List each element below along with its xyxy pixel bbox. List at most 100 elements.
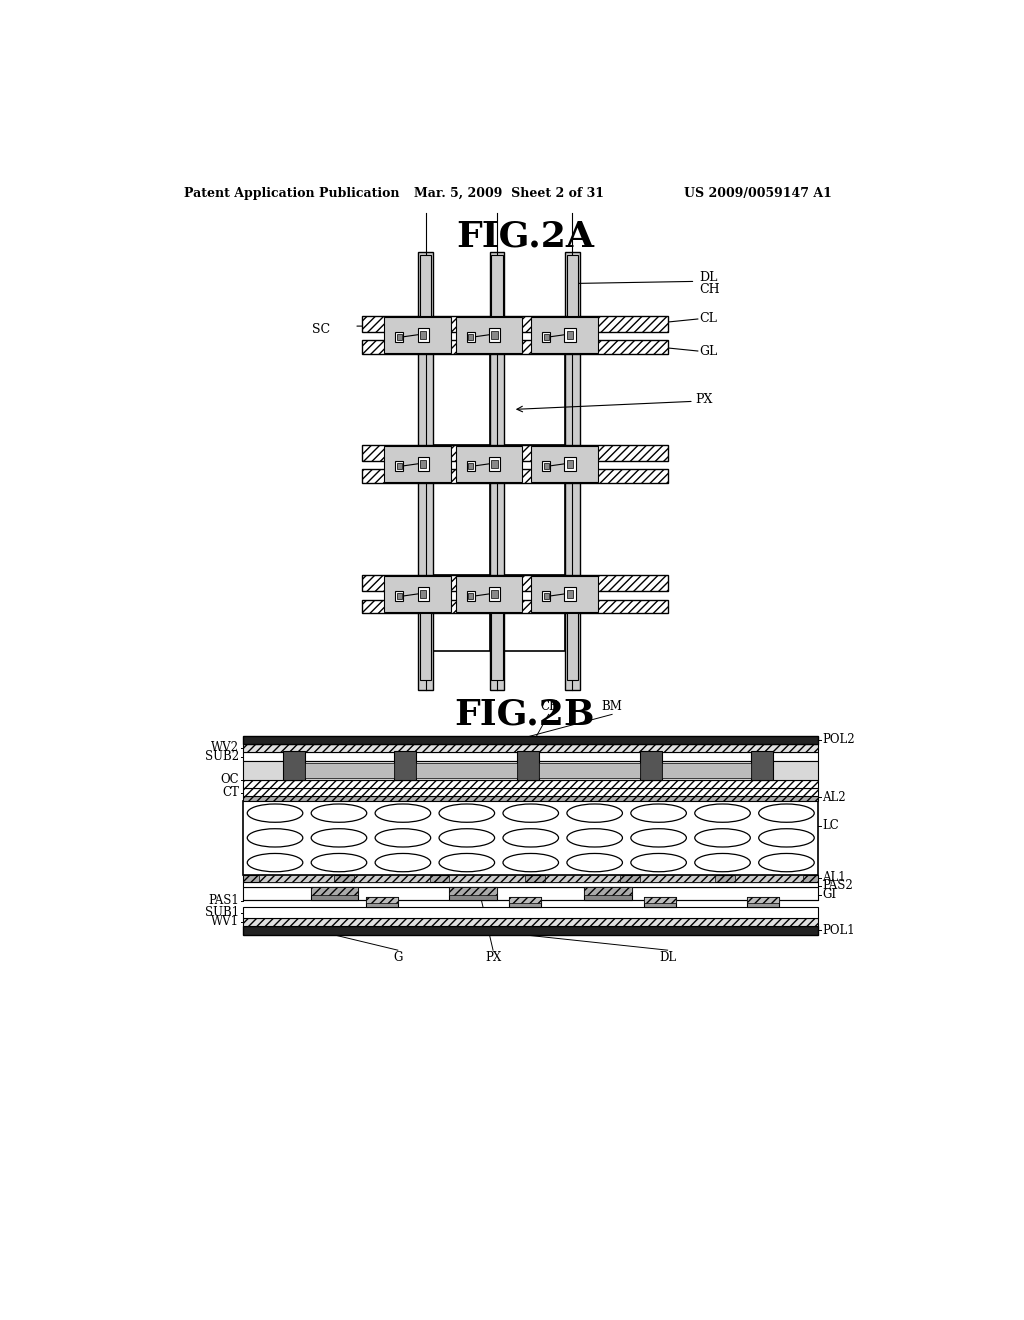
Bar: [243, 744, 818, 752]
Bar: [394, 751, 416, 780]
Text: Patent Application Publication: Patent Application Publication: [183, 187, 399, 199]
Bar: [467, 591, 475, 601]
Bar: [450, 875, 524, 882]
Bar: [543, 331, 550, 342]
Ellipse shape: [439, 854, 495, 871]
Bar: [243, 882, 818, 887]
Bar: [492, 612, 503, 680]
Ellipse shape: [567, 854, 623, 871]
Text: SC: SC: [312, 322, 331, 335]
Ellipse shape: [247, 854, 303, 871]
Bar: [259, 875, 334, 882]
Bar: [367, 898, 397, 903]
Text: AL2: AL2: [822, 791, 846, 804]
Text: PX: PX: [695, 393, 713, 405]
Bar: [543, 461, 550, 471]
Bar: [420, 331, 426, 339]
Text: Mar. 5, 2009  Sheet 2 of 31: Mar. 5, 2009 Sheet 2 of 31: [414, 187, 604, 199]
Bar: [735, 875, 803, 882]
Text: OC: OC: [220, 774, 239, 787]
Text: BM: BM: [602, 701, 623, 713]
Bar: [644, 898, 676, 907]
Bar: [395, 591, 403, 601]
Bar: [531, 317, 598, 352]
Bar: [456, 446, 522, 482]
Bar: [384, 446, 451, 482]
Bar: [564, 457, 575, 471]
Ellipse shape: [694, 854, 751, 871]
Bar: [362, 341, 668, 354]
Ellipse shape: [375, 854, 431, 871]
Bar: [367, 898, 397, 907]
Bar: [489, 457, 500, 471]
Ellipse shape: [311, 829, 367, 847]
Text: FIG.2B: FIG.2B: [455, 697, 595, 731]
Ellipse shape: [311, 804, 367, 822]
Bar: [492, 331, 498, 339]
Text: SUB2: SUB2: [205, 750, 239, 763]
Bar: [492, 459, 498, 467]
Text: G: G: [393, 952, 402, 964]
Bar: [489, 587, 500, 601]
Bar: [419, 252, 433, 690]
Bar: [585, 887, 632, 895]
Ellipse shape: [631, 854, 686, 871]
Bar: [456, 317, 522, 352]
Ellipse shape: [759, 804, 814, 822]
Bar: [450, 887, 497, 895]
Bar: [397, 334, 401, 339]
Ellipse shape: [503, 804, 558, 822]
Bar: [418, 587, 429, 601]
Bar: [567, 255, 578, 315]
Bar: [283, 751, 305, 780]
Bar: [243, 735, 818, 744]
Ellipse shape: [631, 804, 686, 822]
Bar: [543, 591, 550, 601]
Bar: [544, 334, 549, 339]
Text: CH: CH: [699, 282, 720, 296]
Ellipse shape: [503, 829, 558, 847]
Text: WV1: WV1: [211, 915, 239, 928]
Ellipse shape: [247, 829, 303, 847]
Ellipse shape: [439, 829, 495, 847]
Text: CT: CT: [222, 787, 239, 799]
Bar: [243, 788, 818, 796]
Text: POL1: POL1: [822, 924, 855, 937]
Bar: [567, 331, 573, 339]
Bar: [545, 875, 621, 882]
Bar: [362, 315, 668, 333]
Text: DL: DL: [659, 952, 676, 964]
Text: PX: PX: [485, 952, 501, 964]
Text: GI: GI: [822, 888, 837, 902]
Bar: [420, 590, 426, 598]
Bar: [585, 887, 632, 900]
Text: US 2009/0059147 A1: US 2009/0059147 A1: [684, 187, 831, 199]
Bar: [362, 599, 668, 612]
Text: POL2: POL2: [822, 734, 855, 746]
Text: CL: CL: [699, 313, 717, 326]
Bar: [420, 612, 431, 680]
Ellipse shape: [759, 854, 814, 871]
Ellipse shape: [694, 804, 751, 822]
Bar: [492, 590, 498, 598]
Bar: [243, 780, 818, 788]
Bar: [418, 457, 429, 471]
Bar: [544, 593, 549, 599]
Ellipse shape: [567, 829, 623, 847]
Bar: [420, 255, 431, 315]
Bar: [397, 593, 401, 599]
Bar: [489, 252, 504, 690]
Ellipse shape: [247, 804, 303, 822]
Bar: [310, 887, 358, 900]
Text: LC: LC: [822, 820, 839, 832]
Text: FIG.2A: FIG.2A: [456, 219, 594, 253]
Bar: [751, 751, 773, 780]
Ellipse shape: [759, 829, 814, 847]
Bar: [243, 796, 818, 801]
Bar: [509, 898, 541, 903]
Bar: [305, 763, 394, 779]
Ellipse shape: [375, 829, 431, 847]
Bar: [544, 463, 549, 469]
Text: SUB1: SUB1: [205, 906, 239, 919]
Bar: [467, 461, 475, 471]
